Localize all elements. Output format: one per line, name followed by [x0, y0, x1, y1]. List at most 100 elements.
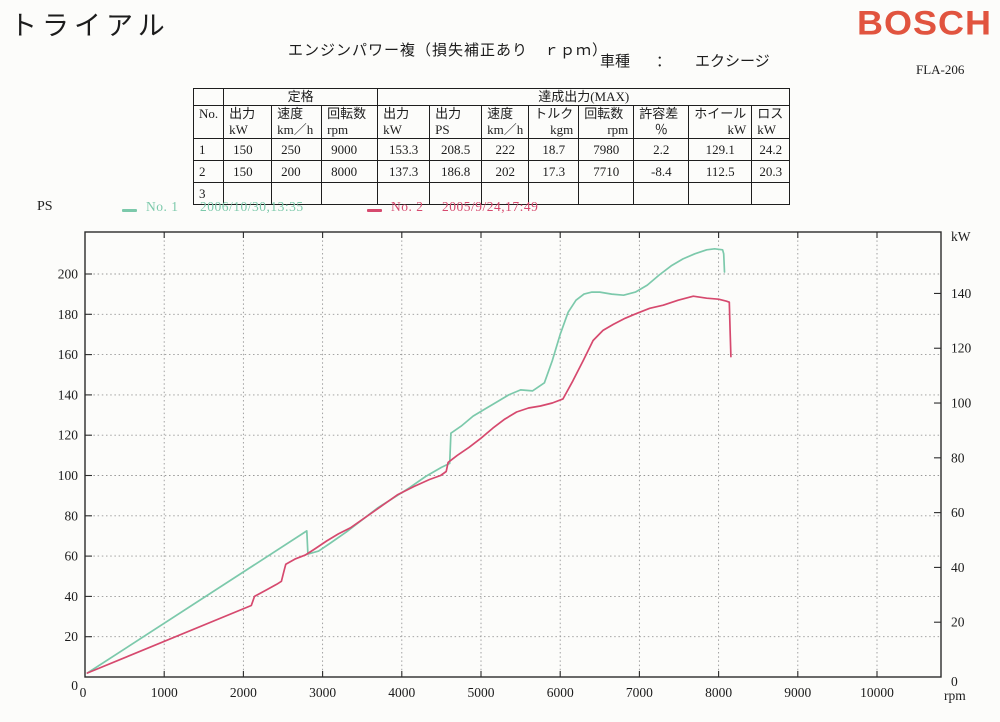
table-column-header: 出力 PS — [429, 105, 483, 139]
right-axis-tick-label: 0 — [951, 674, 958, 689]
table-cell: 150 — [223, 138, 273, 161]
right-axis-tick-label: 20 — [951, 615, 965, 630]
x-axis-tick-label: 8000 — [705, 685, 732, 700]
table-cell: 153.3 — [377, 138, 431, 161]
left-axis-tick-label: 80 — [65, 508, 79, 523]
right-axis-unit-label: kW — [951, 229, 971, 244]
table-row: 1 150 250 9000 153.3 208.5 222 18.7 7980 2.2 129.1… — [192, 138, 791, 161]
table-cell: 8000 — [321, 160, 379, 183]
table-column-header: 速度 km／h — [271, 105, 323, 139]
left-axis-tick-label: 20 — [65, 629, 79, 644]
bosch-logo: BOSCH — [857, 3, 993, 42]
table-cell: 3 — [192, 182, 225, 205]
vehicle-value: エクシージ — [695, 54, 770, 70]
left-axis-tick-label: 140 — [58, 387, 79, 402]
table-row: 2 150 200 8000 137.3 186.8 202 17.3 7710 -8.4 112.… — [192, 160, 791, 183]
left-axis-tick-label: 180 — [58, 307, 79, 322]
vehicle-separator: ： — [656, 54, 672, 70]
chart-legend: PS No. 1 2006/10/30,13:35 No. 2 2005/9/2… — [0, 197, 1000, 223]
table-cell: 202 — [481, 160, 530, 183]
x-axis-tick-label: 10000 — [860, 685, 894, 700]
vehicle-info: 車種 ： エクシージ — [600, 50, 770, 71]
results-table: 定格 達成出力(MAX) No. 出力 kW 速度 km／h 回転数 rpm 出力 kW 出力 PS 速度… — [192, 88, 791, 205]
table-column-header: No. — [192, 105, 225, 139]
table-cell: 150 — [223, 160, 273, 183]
table-cell: 2 — [192, 160, 225, 183]
right-axis-tick-label: 140 — [951, 286, 972, 301]
handwritten-title: トライアル — [10, 11, 170, 42]
x-axis-tick-label: 2000 — [230, 685, 257, 700]
legend-swatch-no2 — [367, 209, 382, 212]
x-axis-tick-label: 0 — [80, 685, 87, 700]
table-cell: 208.5 — [429, 138, 483, 161]
table-column-header: 回転数 rpm — [321, 105, 379, 139]
table-column-header: 出力 kW — [223, 105, 273, 139]
left-axis-tick-label: 40 — [65, 589, 79, 604]
legend-swatch-no1 — [122, 209, 137, 212]
table-cell: 2.2 — [633, 138, 690, 161]
left-axis-tick-label: 100 — [58, 468, 79, 483]
vehicle-label: 車種 — [600, 54, 631, 70]
x-axis-tick-label: 5000 — [468, 685, 495, 700]
legend-name-no1: No. 1 — [146, 199, 179, 214]
legend-date-no2: 2005/9/24,17:49 — [442, 199, 539, 214]
right-axis-tick-label: 40 — [951, 560, 965, 575]
curve-no-1 — [86, 247, 726, 674]
table-cell — [481, 182, 530, 205]
table-column-header-row: No. 出力 kW 速度 km／h 回転数 rpm 出力 kW 出力 PS 速度 km／h トルク kgm 回… — [192, 105, 791, 139]
table-cell — [528, 182, 580, 205]
table-cell: 7710 — [578, 160, 635, 183]
report-title: エンジンパワー複（損失補正あり ｒｐｍ） — [288, 43, 609, 59]
x-axis-unit-label: rpm — [944, 688, 966, 703]
table-cell: 250 — [271, 138, 323, 161]
table-cell: 137.3 — [377, 160, 431, 183]
table-cell: 24.2 — [751, 138, 791, 161]
x-axis-tick-label: 4000 — [388, 685, 415, 700]
table-column-header: ロス kW — [751, 105, 791, 139]
table-cell: 129.1 — [688, 138, 753, 161]
left-axis-unit-label: PS — [37, 199, 53, 214]
table-group-header: 達成出力(MAX) — [377, 88, 791, 106]
x-axis-tick-label: 6000 — [547, 685, 574, 700]
table-cell — [688, 182, 753, 205]
x-axis-tick-label: 7000 — [626, 685, 653, 700]
right-axis-tick-label: 80 — [951, 450, 965, 465]
table-cell: 222 — [481, 138, 530, 161]
left-axis-tick-label: 120 — [58, 428, 79, 443]
legend-name-no2: No. 2 — [391, 199, 424, 214]
right-axis-tick-label: 60 — [951, 505, 965, 520]
left-axis-tick-label: 0 — [71, 678, 78, 693]
left-axis-tick-label: 60 — [65, 549, 79, 564]
table-cell: 18.7 — [528, 138, 580, 161]
x-axis-tick-label: 3000 — [309, 685, 336, 700]
table-cell: 112.5 — [688, 160, 753, 183]
right-axis-tick-label: 120 — [951, 341, 972, 356]
table-column-header: 出力 kW — [377, 105, 431, 139]
table-group-header — [192, 88, 225, 106]
plot-frame — [84, 231, 942, 678]
table-group-header-row: 定格 達成出力(MAX) — [192, 88, 791, 106]
left-axis-tick-label: 200 — [58, 267, 79, 282]
table-cell: 1 — [192, 138, 225, 161]
table-cell: -8.4 — [633, 160, 690, 183]
table-cell — [751, 182, 791, 205]
table-cell: 9000 — [321, 138, 379, 161]
curve-no-2 — [86, 295, 732, 674]
table-column-header: 速度 km／h — [481, 105, 530, 139]
left-axis-tick-label: 160 — [58, 347, 79, 362]
table-column-header: 許容差％ — [633, 105, 690, 139]
table-column-header: ホイール kW — [688, 105, 753, 139]
x-axis-tick-label: 1000 — [151, 685, 178, 700]
table-column-header: トルク kgm — [528, 105, 580, 139]
right-axis-tick-label: 100 — [951, 396, 972, 411]
model-code: FLA-206 — [916, 62, 965, 77]
table-cell: 200 — [271, 160, 323, 183]
table-cell: 20.3 — [751, 160, 791, 183]
table-cell: 7980 — [578, 138, 635, 161]
legend-date-no1: 2006/10/30,13:35 — [200, 199, 304, 214]
table-group-header: 定格 — [223, 88, 379, 106]
x-axis-tick-label: 9000 — [784, 685, 811, 700]
table-cell: 17.3 — [528, 160, 580, 183]
table-column-header: 回転数 rpm — [578, 105, 635, 139]
table-cell: 186.8 — [429, 160, 483, 183]
